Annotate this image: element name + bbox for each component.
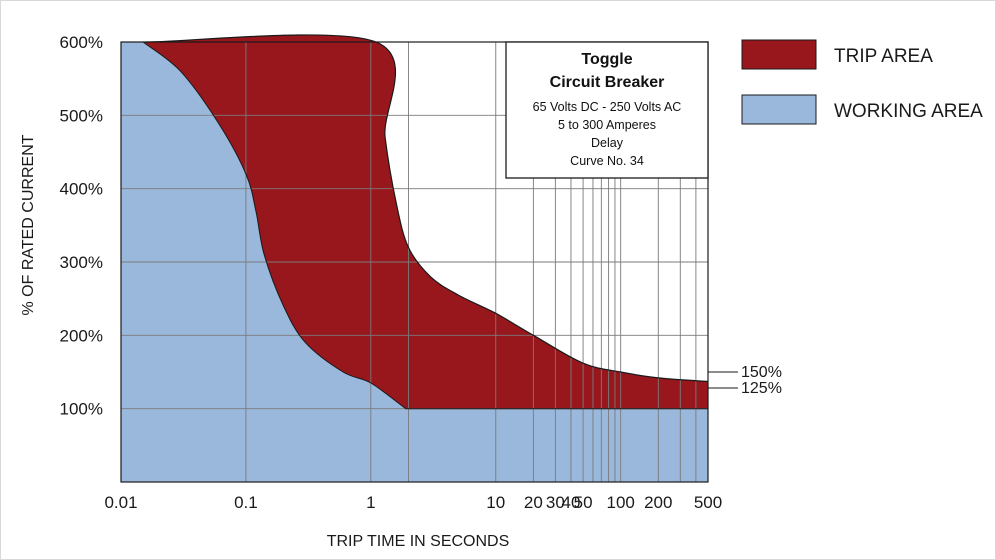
maximum-trip-curve bbox=[146, 34, 709, 383]
legend-label-working-area: WORKING AREA bbox=[834, 101, 983, 122]
x-tick-label: 200 bbox=[644, 493, 672, 512]
x-tick-label: 50 bbox=[574, 493, 593, 512]
y-tick-label: 600% bbox=[60, 33, 103, 52]
x-tick-label: 10 bbox=[486, 493, 505, 512]
y-tick-label: 500% bbox=[60, 106, 103, 125]
y-tick-label: 200% bbox=[60, 326, 103, 345]
info-box-voltage: 65 Volts DC - 250 Volts AC bbox=[533, 100, 682, 114]
legend-item-working-area: WORKING AREA bbox=[741, 94, 983, 125]
info-box-delay: Delay bbox=[591, 136, 624, 150]
x-axis-title: TRIP TIME IN SECONDS bbox=[327, 533, 510, 550]
x-tick-label: 20 bbox=[524, 493, 543, 512]
y-axis-tick-labels: 100% 200% 300% 400% 500% 600% bbox=[60, 33, 103, 419]
x-tick-label: 0.1 bbox=[234, 493, 258, 512]
legend-label-trip-area: TRIP AREA bbox=[834, 46, 933, 67]
working-area-region bbox=[121, 42, 708, 482]
y-tick-label: 100% bbox=[60, 400, 103, 419]
y-axis-title: % OF RATED CURRENT bbox=[20, 134, 37, 315]
reference-lines: 150%125% bbox=[708, 364, 782, 397]
reference-label-150: 150% bbox=[741, 364, 782, 381]
info-box-title-line-2: Circuit Breaker bbox=[550, 74, 665, 91]
plot-border bbox=[120, 41, 709, 483]
info-box-curve-number: Curve No. 34 bbox=[570, 154, 644, 168]
info-box-title-line-1: Toggle bbox=[581, 51, 632, 68]
x-tick-label: 40 bbox=[562, 493, 581, 512]
x-tick-label: 1 bbox=[366, 493, 375, 512]
x-tick-label: 100 bbox=[606, 493, 634, 512]
x-tick-label: 500 bbox=[694, 493, 722, 512]
legend-swatch-working-area bbox=[741, 94, 817, 125]
y-tick-label: 400% bbox=[60, 180, 103, 199]
legend-swatch-trip-area bbox=[741, 39, 817, 70]
legend: TRIP AREA WORKING AREA bbox=[741, 39, 983, 125]
x-tick-label: 0.01 bbox=[104, 493, 137, 512]
info-box-frame bbox=[505, 41, 709, 179]
info-box: Toggle Circuit Breaker 65 Volts DC - 250… bbox=[505, 41, 709, 179]
y-tick-label: 300% bbox=[60, 253, 103, 272]
legend-item-trip-area: TRIP AREA bbox=[741, 39, 933, 70]
reference-label-125: 125% bbox=[741, 380, 782, 397]
trip-area-region bbox=[143, 34, 708, 409]
info-box-amperes: 5 to 300 Amperes bbox=[558, 118, 656, 132]
minimum-trip-curve bbox=[142, 41, 708, 410]
x-tick-label: 30 bbox=[546, 493, 565, 512]
